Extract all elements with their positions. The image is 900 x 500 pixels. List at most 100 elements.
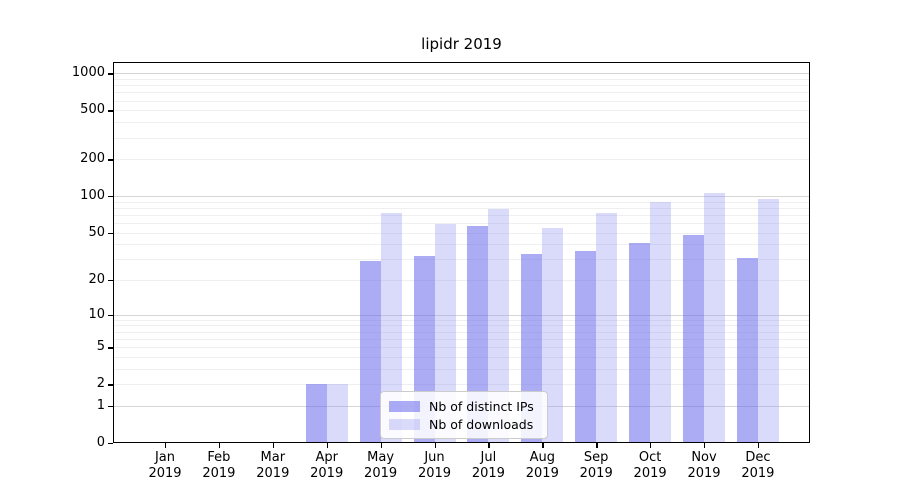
y-axis-label: 1 (96, 397, 105, 413)
bar-downloads (326, 384, 348, 443)
chart-title: lipidr 2019 (421, 35, 502, 53)
x-axis-tick (488, 443, 490, 448)
y-axis-tick (108, 110, 113, 112)
gridline-minor (113, 201, 810, 203)
x-axis-tick (380, 443, 382, 448)
gridline-minor (113, 110, 810, 112)
gridline-minor (113, 122, 810, 124)
gridline-minor (113, 368, 810, 370)
bar-downloads (757, 198, 779, 443)
x-axis-tick (326, 443, 329, 448)
y-axis-label: 500 (80, 102, 105, 118)
y-axis-label: 200 (80, 151, 105, 167)
x-axis-label-year: 2019 (525, 466, 559, 481)
bar-distinct-ips (683, 234, 704, 443)
gridline-minor (113, 137, 810, 139)
x-axis-tick (757, 443, 760, 448)
x-axis-label: May 2019 (353, 450, 409, 482)
bar-downloads (488, 208, 510, 443)
x-axis-label-year: 2019 (417, 466, 452, 481)
gridline-major (113, 196, 810, 198)
gridline-minor (113, 347, 810, 349)
gridline-minor (113, 338, 810, 340)
x-axis-label-month: Oct (638, 450, 662, 465)
bar-distinct-ips (467, 225, 489, 443)
y-axis-label: 0 (96, 435, 105, 450)
bar-distinct-ips (629, 243, 651, 443)
x-axis-label-month: Aug (529, 450, 555, 465)
x-axis-label-year: 2019 (148, 466, 182, 481)
x-axis-label-year: 2019 (633, 466, 667, 481)
x-axis-label: Sep 2019 (568, 450, 624, 482)
gridline-minor (113, 78, 810, 80)
gridline-minor (113, 232, 810, 234)
x-axis-label-year: 2019 (741, 466, 775, 481)
bar-downloads (434, 223, 456, 443)
gridline-minor (113, 92, 810, 94)
y-axis-tick (108, 232, 113, 235)
x-axis-label-month: Jan (154, 450, 176, 465)
bar-distinct-ips (575, 251, 597, 443)
gridline-minor (113, 214, 810, 216)
gridline-minor (113, 331, 810, 333)
y-axis-tick (108, 347, 113, 349)
x-axis-label: Jun 2019 (407, 450, 463, 482)
y-axis-tick (108, 159, 113, 161)
y-axis-label: 2 (96, 376, 105, 392)
y-axis-tick (108, 73, 113, 75)
gridline-minor (113, 159, 810, 161)
bar-distinct-ips (359, 261, 381, 443)
bar-distinct-ips (305, 384, 327, 443)
x-axis-tick (218, 443, 221, 448)
y-axis-tick (108, 196, 113, 198)
legend-label-downloads: Nb of downloads (429, 416, 534, 432)
x-axis-tick (542, 443, 544, 448)
y-axis-label: 1000 (71, 65, 105, 81)
y-axis-tick (108, 280, 113, 282)
y-axis-tick (108, 314, 113, 317)
x-axis-label: Dec 2019 (730, 450, 786, 482)
legend-label-distinct-ips: Nb of distinct IPs (429, 398, 534, 414)
legend-swatch-downloads (389, 418, 420, 430)
x-axis-tick (650, 443, 652, 448)
y-axis-label: 5 (96, 339, 105, 355)
bar-downloads (704, 193, 725, 443)
x-axis-label: Apr 2019 (299, 450, 355, 482)
gridline-minor (113, 223, 810, 225)
x-axis-label-year: 2019 (471, 466, 505, 481)
x-axis-tick (704, 443, 706, 448)
x-axis-label-month: Sep (583, 450, 609, 465)
x-axis-label: Mar 2019 (245, 450, 301, 482)
gridline-minor (113, 100, 810, 102)
x-axis-label-month: Dec (745, 450, 771, 465)
legend-entry-downloads: Nb of downloads (389, 416, 537, 432)
gridline-minor (113, 207, 810, 209)
x-axis-label-month: May (367, 450, 395, 465)
x-axis-label: Jan 2019 (137, 450, 193, 482)
x-axis-label-year: 2019 (202, 466, 236, 481)
x-axis-label-month: Jun (424, 450, 445, 465)
x-axis-label-month: Jul (480, 450, 497, 465)
gridline-minor (113, 319, 810, 321)
legend-entry-distinct-ips: Nb of distinct IPs (389, 398, 537, 414)
x-axis-tick (272, 443, 275, 448)
x-axis-label: Oct 2019 (622, 450, 678, 482)
gridline-minor (113, 325, 810, 327)
x-axis-label: Nov 2019 (676, 450, 732, 482)
y-axis-label: 10 (88, 306, 105, 322)
gridline-minor (113, 356, 810, 358)
bar-downloads (596, 212, 618, 443)
x-axis-label-year: 2019 (256, 466, 290, 481)
bar-downloads (650, 201, 672, 443)
x-axis-label: Feb 2019 (191, 450, 247, 482)
y-axis-tick (108, 384, 113, 386)
bar-downloads (542, 227, 564, 443)
x-axis-label: Aug 2019 (514, 450, 570, 482)
x-axis-tick (434, 443, 436, 448)
gridline-minor (113, 244, 810, 246)
y-axis-label: 50 (88, 224, 105, 240)
x-axis-label-year: 2019 (364, 466, 398, 481)
x-axis-label: Jul 2019 (460, 450, 516, 482)
x-axis-label-month: Apr (315, 450, 338, 465)
